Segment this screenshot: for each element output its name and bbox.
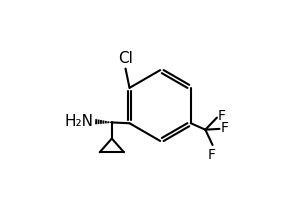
Text: H₂N: H₂N [64,114,93,129]
Text: Cl: Cl [118,51,133,66]
Text: F: F [218,109,226,123]
Text: F: F [220,121,228,135]
Text: F: F [208,148,216,162]
